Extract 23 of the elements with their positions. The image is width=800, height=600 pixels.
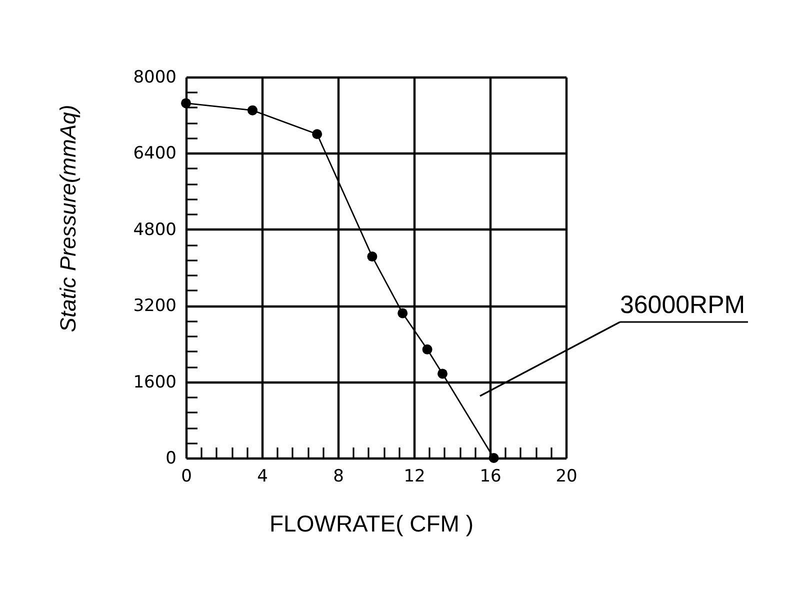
x-tick-label: 12 (404, 466, 426, 486)
y-tick-label: 3200 (133, 296, 176, 316)
x-tick-label: 0 (181, 466, 192, 486)
point (488, 453, 499, 463)
point (422, 344, 432, 354)
y-tick-label: 4800 (133, 220, 176, 240)
y-tick-label: 0 (166, 448, 176, 468)
text: 36000RPM (620, 291, 746, 319)
x-axis-title: FLOWRATE( CFM ) (270, 510, 474, 536)
point (312, 129, 322, 140)
y-tick-label: 1600 (133, 372, 176, 392)
x-tick-label: 16 (480, 466, 502, 486)
point (367, 252, 378, 262)
point (398, 308, 408, 318)
point (181, 98, 191, 108)
x-tick-label: 8 (333, 466, 344, 486)
y-axis-title: Static Pressure(mmAq) (56, 104, 80, 332)
point (438, 368, 448, 379)
y-tick-label: 6400 (133, 144, 176, 164)
x-tick-label: 4 (257, 466, 268, 486)
point (248, 105, 258, 116)
x-tick-label: 20 (556, 466, 578, 486)
y-tick-label: 8000 (133, 68, 176, 88)
